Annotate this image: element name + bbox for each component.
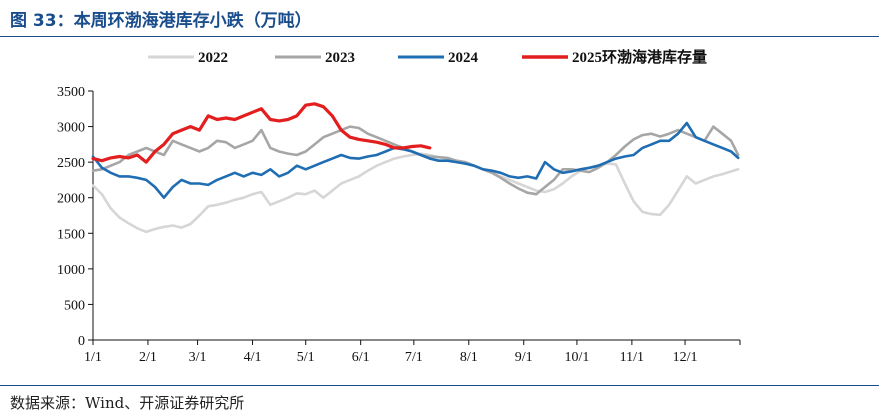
- series-line-2: [91, 121, 740, 199]
- x-tick-label: 2/1: [139, 350, 157, 365]
- y-tick-label: 500: [64, 298, 85, 313]
- x-tick-label: 11/1: [620, 350, 644, 365]
- y-tick-label: 2500: [57, 156, 85, 171]
- bottom-rule: [0, 385, 879, 386]
- y-tick-label: 3500: [57, 85, 85, 100]
- x-tick-label: 9/1: [515, 350, 533, 365]
- x-tick-label: 8/1: [460, 350, 478, 365]
- x-tick-label: 1/1: [84, 350, 102, 365]
- axes: 0 500 1000 1500 2000 2500 3000 3500 1/1 2/1 3/1 4/1…: [57, 85, 741, 365]
- x-tick-label: 4/1: [244, 350, 262, 365]
- legend-label-2: 2024: [448, 50, 479, 66]
- top-rule: [0, 36, 879, 37]
- y-tick-label: 1000: [57, 263, 85, 278]
- y-tick-label: 3000: [57, 121, 85, 136]
- x-tick-label: 7/1: [405, 350, 423, 365]
- legend-label-1: 2023: [325, 50, 355, 66]
- series-line-0: [91, 152, 740, 234]
- series-group: [91, 102, 740, 234]
- legend: 2022 2023 2024 2025环渤海港库存量: [148, 48, 707, 66]
- series-line-3: [91, 102, 432, 164]
- x-tick-label: 10/1: [564, 350, 589, 365]
- line-chart: 2022 2023 2024 2025环渤海港库存量 0 500 1000 1500 2000…: [57, 48, 741, 365]
- legend-label-3: 2025环渤海港库存量: [572, 48, 707, 66]
- x-tick-label: 6/1: [352, 350, 370, 365]
- x-tick-label: 12/1: [673, 350, 698, 365]
- y-tick-label: 2000: [57, 192, 85, 207]
- data-source: 数据来源：Wind、开源证券研究所: [10, 394, 245, 412]
- y-tick-label: 1500: [57, 227, 85, 242]
- x-tick-label: 3/1: [189, 350, 207, 365]
- y-tick-label: 0: [78, 334, 85, 349]
- x-tick-label: 5/1: [297, 350, 315, 365]
- legend-label-0: 2022: [198, 50, 228, 66]
- chart-title: 图 33：本周环渤海港库存小跌（万吨）: [10, 11, 312, 31]
